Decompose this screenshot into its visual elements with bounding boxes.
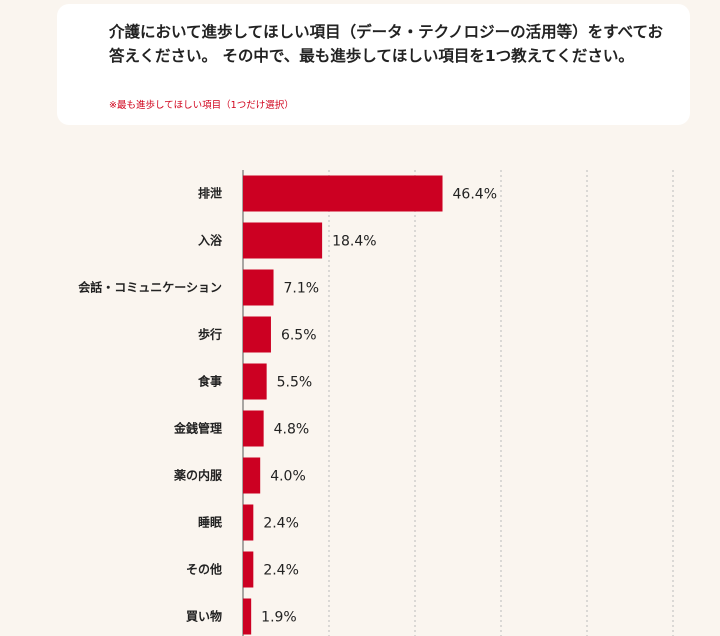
category-label: 買い物	[186, 609, 222, 624]
value-label: 5.5%	[277, 375, 313, 391]
bar	[243, 551, 254, 588]
question-note: ※最も進歩してほしい項目（1つだけ選択）	[109, 100, 294, 111]
value-label: 2.4%	[263, 516, 299, 532]
value-label: 46.4%	[453, 187, 497, 203]
value-label: 4.0%	[270, 469, 306, 485]
bar	[243, 457, 261, 494]
category-label: 食事	[197, 374, 222, 389]
bar	[243, 410, 264, 447]
bar	[243, 598, 252, 635]
value-label: 4.8%	[274, 422, 310, 438]
bar	[243, 316, 271, 353]
category-label: 入浴	[198, 233, 223, 248]
value-label: 7.1%	[284, 281, 320, 297]
bar	[243, 504, 254, 541]
category-label: 歩行	[198, 327, 222, 342]
value-label: 18.4%	[332, 234, 376, 250]
value-label: 2.4%	[263, 563, 299, 579]
bar	[243, 269, 274, 306]
question-text: 介護において進歩してほしい項目（データ・テクノロジーの活用等）をすべてお答えくだ…	[109, 23, 663, 65]
bar	[243, 175, 443, 212]
category-label: 金銭管理	[173, 421, 222, 436]
category-label: 睡眠	[198, 515, 222, 530]
value-label: 1.9%	[261, 610, 297, 626]
question-card: 介護において進歩してほしい項目（データ・テクノロジーの活用等）をすべてお答えくだ…	[57, 4, 690, 125]
value-label: 6.5%	[281, 328, 317, 344]
bar	[243, 222, 323, 259]
category-label: 薬の内服	[174, 468, 223, 483]
bar	[243, 363, 267, 400]
category-label: 会話・コミュニケーション	[78, 280, 222, 295]
category-label: その他	[186, 562, 222, 577]
category-label: 排泄	[198, 186, 222, 201]
